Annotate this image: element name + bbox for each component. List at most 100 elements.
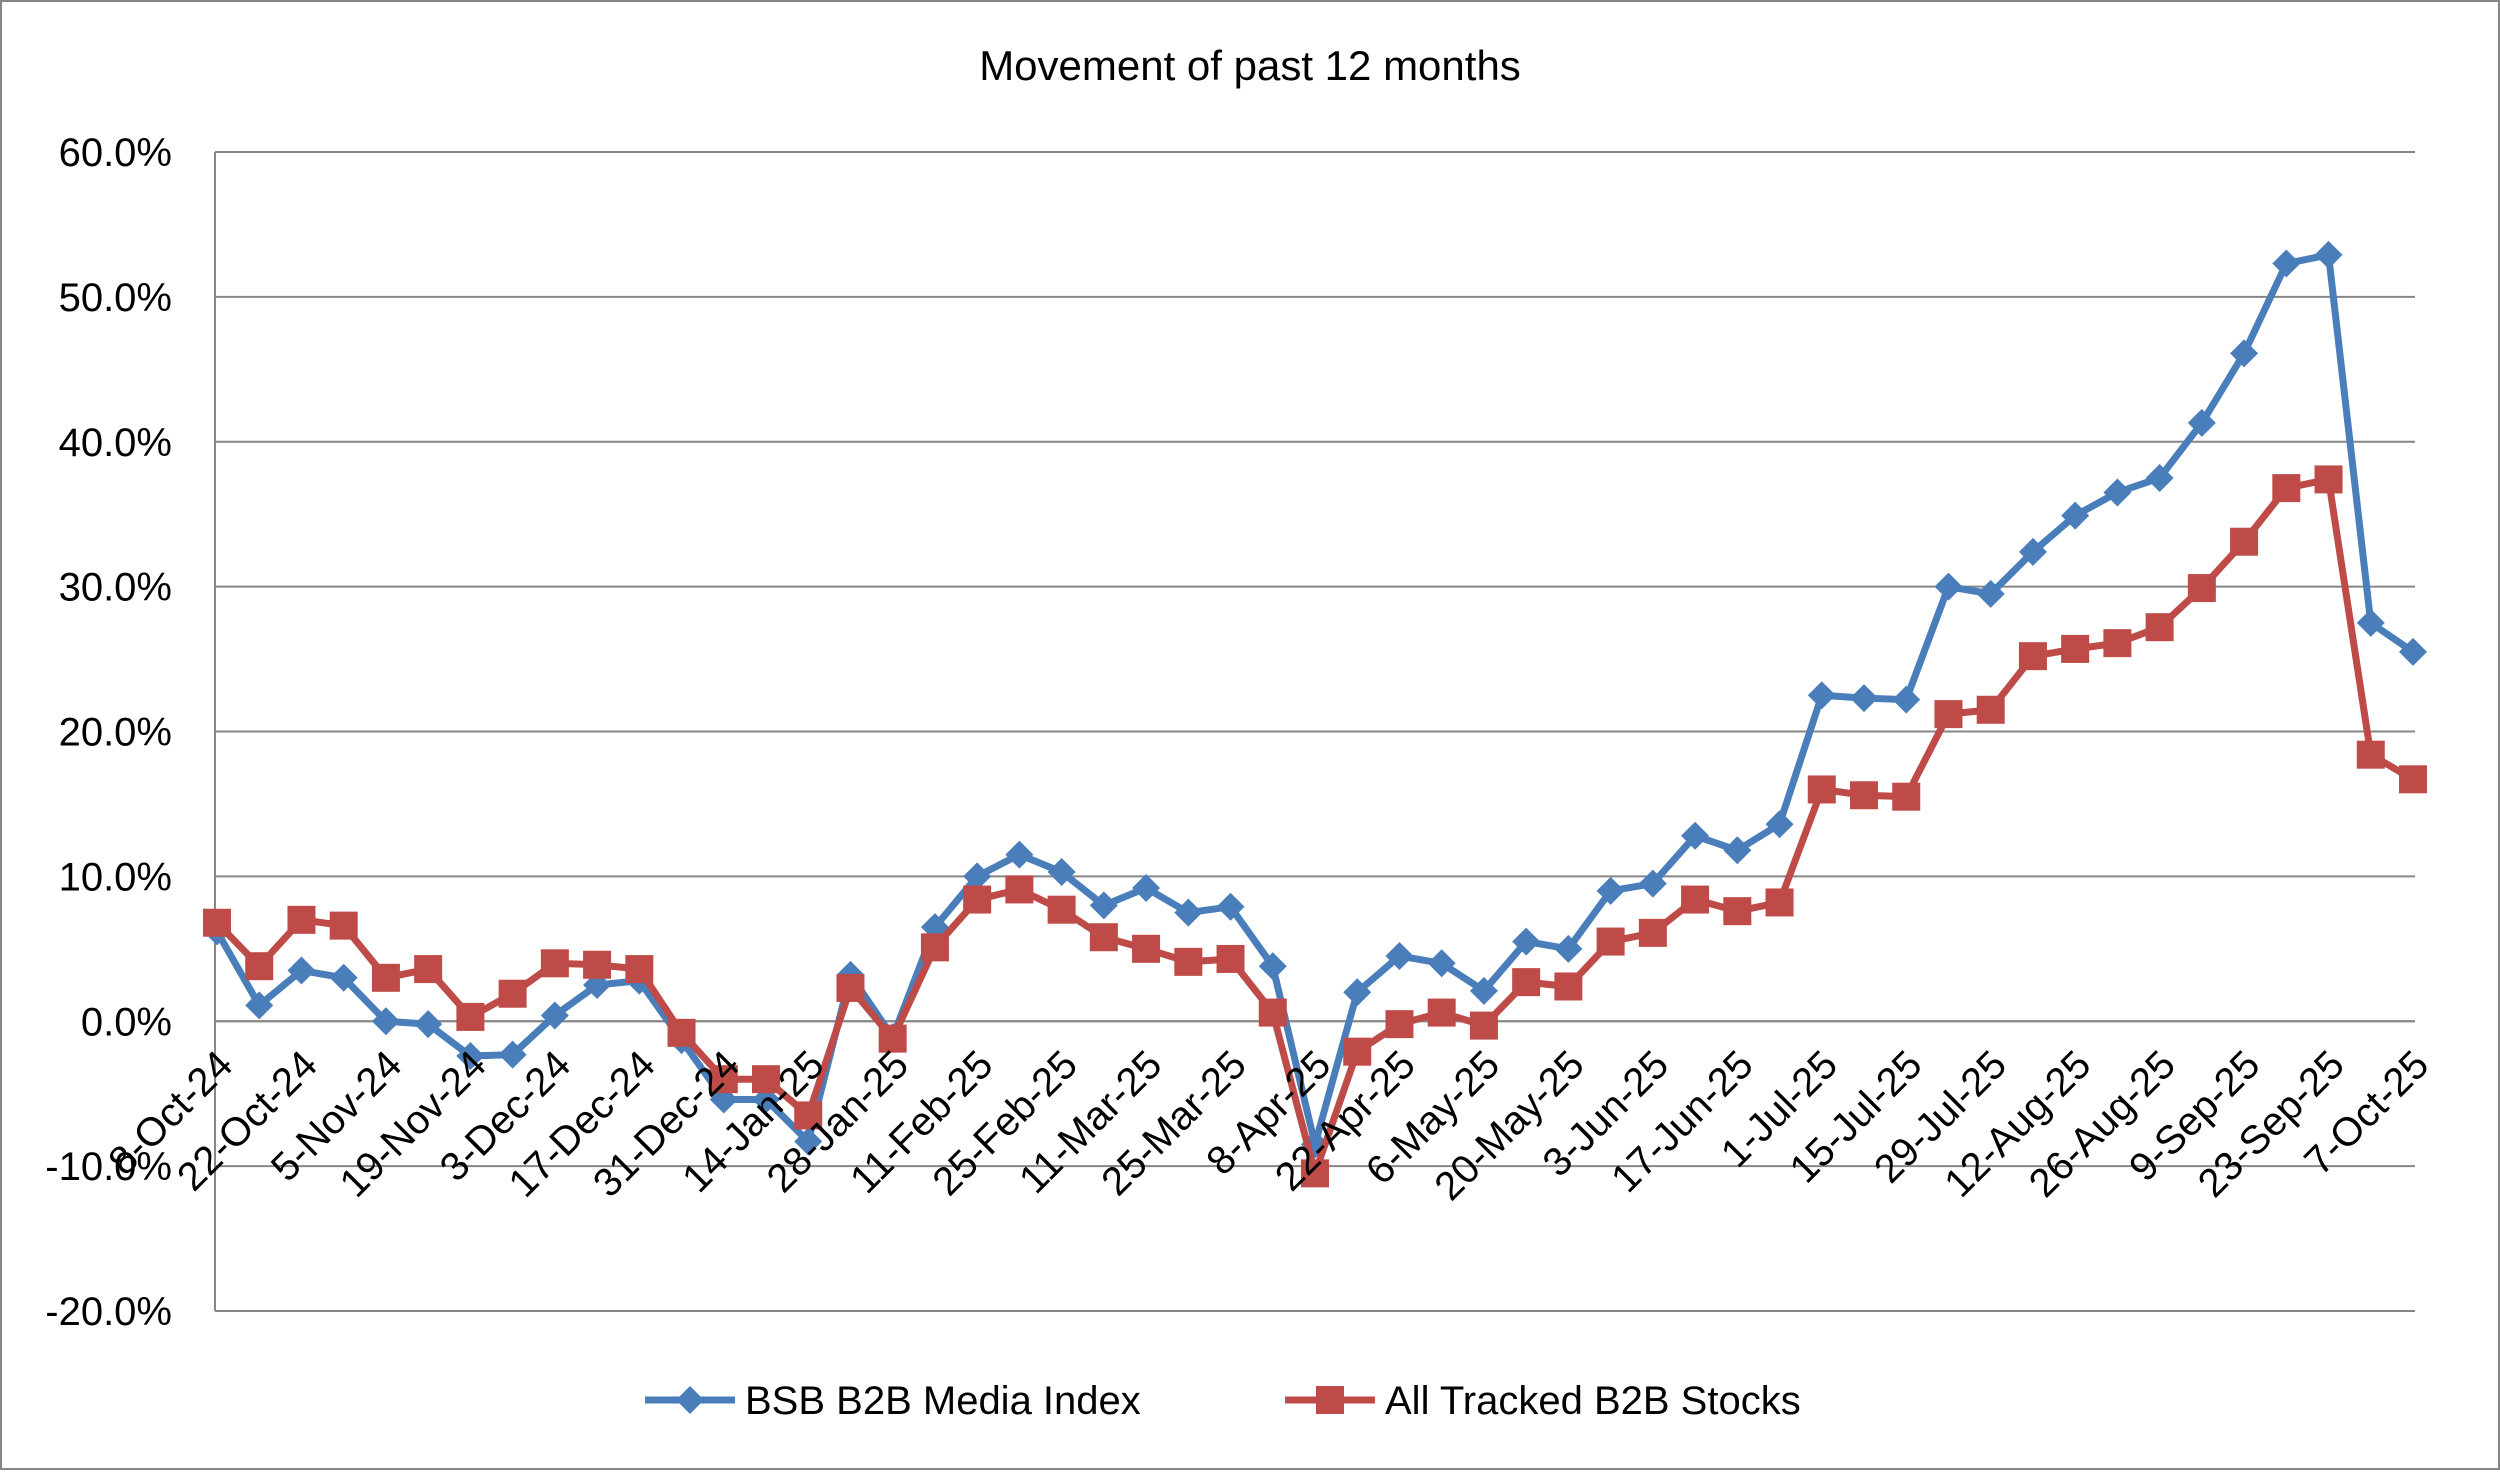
data-point-diamond (2018, 537, 2047, 566)
data-point-diamond (414, 1010, 443, 1039)
data-point-square (245, 952, 274, 981)
data-point-square (1089, 923, 1118, 952)
data-point-square (1343, 1037, 1372, 1066)
data-point-diamond (1807, 681, 1836, 710)
data-point-square (2230, 527, 2259, 556)
data-point-square (1216, 944, 1245, 973)
legend-marker (676, 1386, 704, 1414)
data-point-square (2399, 765, 2427, 794)
data-point-square (920, 933, 949, 962)
data-point-diamond (1765, 810, 1794, 839)
data-point-diamond (245, 991, 274, 1020)
data-point-diamond (2272, 249, 2301, 278)
data-point-square (1892, 782, 1921, 811)
series-group (203, 240, 2427, 1188)
legend-item-0: BSB B2B Media Index (645, 1379, 1141, 1423)
data-point-diamond (371, 1007, 400, 1036)
y-tick-label: 30.0% (59, 566, 172, 610)
data-point-square (1174, 947, 1203, 976)
y-axis-tick-labels: -20.0% -10.0% 0.0% 10.0% 20.0% 30.0% 40.0% 50.0… (45, 131, 172, 1334)
data-point-square (2187, 574, 2216, 603)
data-point-square (1385, 1010, 1414, 1039)
data-point-diamond (2314, 240, 2343, 269)
data-point-square (1258, 998, 1287, 1027)
data-point-diamond (1427, 949, 1456, 978)
data-point-diamond (1469, 976, 1498, 1005)
data-point-square (1723, 897, 1752, 926)
data-point-square (1301, 1159, 1329, 1188)
data-point-square (1427, 998, 1456, 1027)
data-point-diamond (1512, 927, 1541, 956)
data-point-square (1512, 968, 1541, 997)
data-point-diamond (329, 963, 358, 992)
data-point-square (878, 1024, 907, 1053)
data-point-diamond (963, 862, 992, 891)
data-point-square (709, 1065, 738, 1094)
y-tick-label: 40.0% (59, 421, 172, 465)
data-point-diamond (1681, 821, 1710, 850)
data-point-diamond (2399, 637, 2427, 666)
data-point-square (371, 963, 400, 992)
data-point-diamond (1047, 858, 1076, 887)
data-point-square (1934, 700, 1963, 729)
y-tick-label: 60.0% (59, 131, 172, 175)
data-point-square (414, 955, 443, 984)
y-tick-label: 50.0% (59, 276, 172, 320)
chart-title: Movement of past 12 months (979, 42, 1521, 89)
data-point-diamond (1258, 952, 1287, 981)
data-point-diamond (1976, 579, 2005, 608)
data-point-diamond (2356, 608, 2385, 637)
data-point-square (625, 955, 654, 984)
data-point-diamond (2103, 478, 2132, 507)
data-point-diamond (540, 1001, 569, 1030)
data-point-square (1681, 885, 1710, 914)
data-point-diamond (1216, 892, 1245, 921)
data-point-diamond (1385, 942, 1414, 971)
data-point-square (1850, 781, 1878, 810)
y-tick-label: 10.0% (59, 855, 172, 899)
data-point-square (1132, 934, 1161, 963)
data-point-diamond (794, 1127, 823, 1156)
data-point-diamond (2061, 501, 2090, 530)
data-point-diamond (1596, 876, 1625, 905)
data-point-square (1638, 918, 1667, 947)
y-tick-label: -20.0% (45, 1290, 172, 1334)
data-point-square (1596, 927, 1625, 956)
data-point-diamond (1892, 685, 1921, 714)
data-point-square (583, 950, 612, 979)
data-point-diamond (1554, 934, 1583, 963)
data-point-diamond (1174, 898, 1203, 927)
data-point-square (1765, 888, 1794, 917)
data-point-diamond (287, 956, 316, 985)
data-point-square (2061, 634, 2090, 663)
data-point-square (2145, 613, 2174, 642)
legend-label: BSB B2B Media Index (745, 1379, 1141, 1423)
data-point-square (836, 973, 865, 1002)
data-point-square (752, 1065, 780, 1094)
x-axis-tick-labels: 8-Oct-2422-Oct-245-Nov-2419-Nov-243-Dec-… (100, 1043, 2437, 1209)
data-point-square (2314, 465, 2343, 494)
data-point-square (540, 949, 569, 978)
data-point-square (1469, 1011, 1498, 1040)
data-point-diamond (1089, 891, 1118, 920)
data-point-square (963, 885, 992, 914)
data-point-diamond (2145, 463, 2174, 492)
data-point-square (1976, 695, 2005, 724)
data-point-diamond (1723, 836, 1752, 865)
series-1 (203, 465, 2427, 1188)
data-point-square (1807, 775, 1836, 804)
data-point-square (2272, 474, 2301, 503)
data-point-square (1005, 875, 1034, 904)
y-tick-label: -10.0% (45, 1145, 172, 1189)
data-point-square (2356, 740, 2385, 769)
data-point-diamond (1638, 869, 1667, 898)
data-point-diamond (498, 1040, 527, 1069)
data-point-diamond (456, 1042, 485, 1071)
data-point-diamond (1132, 873, 1161, 902)
legend-label: All Tracked B2B Stocks (1385, 1379, 1801, 1423)
data-point-diamond (2230, 339, 2259, 368)
data-point-diamond (2187, 408, 2216, 437)
